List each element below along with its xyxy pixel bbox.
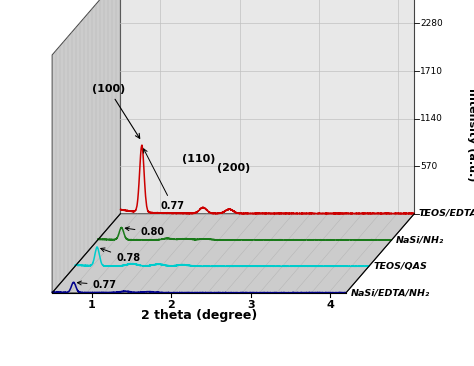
Text: 4: 4 (326, 300, 334, 310)
Text: 0.78: 0.78 (101, 248, 140, 264)
Text: 1140: 1140 (420, 114, 443, 123)
Polygon shape (52, 214, 414, 293)
Text: 2 theta (degree): 2 theta (degree) (141, 309, 257, 322)
Text: 0.77: 0.77 (77, 280, 117, 290)
Text: 1: 1 (88, 300, 96, 310)
Text: 0.77: 0.77 (144, 149, 185, 211)
Text: (100): (100) (92, 84, 140, 138)
Text: (110): (110) (182, 154, 215, 164)
Text: 0: 0 (420, 209, 426, 218)
Text: 1710: 1710 (420, 67, 443, 75)
Text: Intensity (a.u.): Intensity (a.u.) (467, 87, 474, 181)
Text: (200): (200) (217, 163, 251, 173)
Text: 2: 2 (167, 300, 175, 310)
Text: 0.80: 0.80 (125, 227, 164, 237)
Text: NaSi/NH₂: NaSi/NH₂ (396, 235, 445, 244)
Polygon shape (52, 0, 120, 293)
Text: 570: 570 (420, 162, 437, 171)
Text: 2280: 2280 (420, 19, 443, 28)
Polygon shape (120, 0, 414, 214)
Text: TEOS/QAS: TEOS/QAS (374, 262, 428, 271)
Text: NaSi/EDTA/NH₂: NaSi/EDTA/NH₂ (351, 288, 430, 297)
Text: 3: 3 (247, 300, 255, 310)
Text: TEOS/EDTA: TEOS/EDTA (419, 209, 474, 218)
